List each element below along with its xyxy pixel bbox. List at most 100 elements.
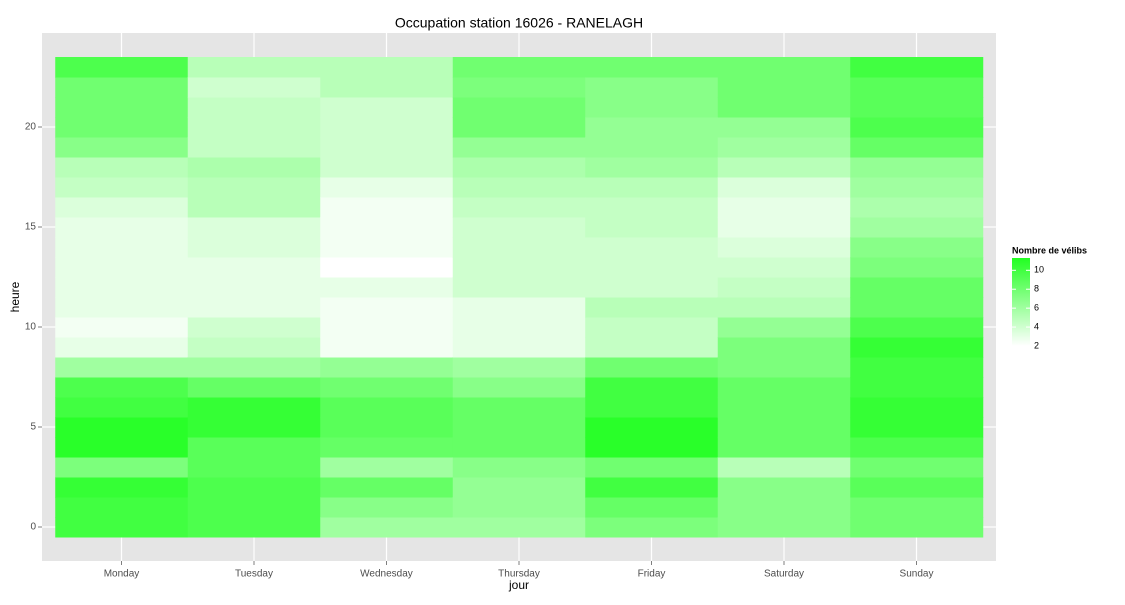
tile	[717, 357, 851, 378]
tile	[717, 417, 851, 438]
tile	[320, 77, 454, 98]
y-tick-label: 20	[25, 122, 37, 133]
tile	[850, 377, 984, 398]
tile	[850, 137, 984, 158]
tile	[320, 337, 454, 358]
tile	[850, 237, 984, 258]
tile	[717, 137, 851, 158]
tile	[850, 197, 984, 218]
tile	[452, 57, 586, 78]
tile	[850, 457, 984, 478]
tile	[55, 117, 189, 138]
tile	[585, 277, 719, 298]
tile	[717, 457, 851, 478]
tile	[55, 237, 189, 258]
tile	[55, 157, 189, 178]
tile	[187, 257, 321, 278]
tile	[452, 77, 586, 98]
tile	[320, 57, 454, 78]
x-axis-label: jour	[508, 578, 529, 592]
x-tick-label: Tuesday	[235, 569, 273, 580]
chart-title: Occupation station 16026 - RANELAGH	[395, 15, 643, 31]
tile	[320, 117, 454, 138]
tile	[320, 517, 454, 538]
tile	[452, 397, 586, 418]
legend-title: Nombre de vélibs	[1012, 245, 1087, 255]
tile	[850, 97, 984, 118]
tile	[585, 57, 719, 78]
x-tick-label: Saturday	[764, 569, 804, 580]
tile	[187, 277, 321, 298]
tile	[717, 157, 851, 178]
tile	[452, 137, 586, 158]
tile	[320, 277, 454, 298]
tile	[187, 437, 321, 458]
tile	[850, 57, 984, 78]
tile	[452, 97, 586, 118]
x-tick-label: Wednesday	[360, 569, 413, 580]
tile	[850, 217, 984, 238]
tile	[850, 77, 984, 98]
tile	[320, 457, 454, 478]
tile	[585, 257, 719, 278]
tile	[850, 357, 984, 378]
tile	[452, 117, 586, 138]
tile	[452, 377, 586, 398]
tile	[452, 277, 586, 298]
tile	[717, 517, 851, 538]
tile	[55, 317, 189, 338]
tile	[320, 217, 454, 238]
tile	[187, 77, 321, 98]
tile	[585, 157, 719, 178]
tile	[717, 297, 851, 318]
tile	[717, 317, 851, 338]
tile	[717, 277, 851, 298]
tile	[717, 337, 851, 358]
tile	[452, 497, 586, 518]
tile	[717, 57, 851, 78]
tile	[452, 297, 586, 318]
tile	[320, 197, 454, 218]
tile	[717, 257, 851, 278]
tile	[55, 357, 189, 378]
tile	[55, 397, 189, 418]
tile	[55, 517, 189, 538]
tile	[187, 97, 321, 118]
tile	[320, 97, 454, 118]
tile	[187, 397, 321, 418]
tile	[187, 457, 321, 478]
tile	[452, 417, 586, 438]
tile	[717, 497, 851, 518]
tile	[850, 437, 984, 458]
x-tick-label: Monday	[104, 569, 140, 580]
tile	[717, 77, 851, 98]
tile	[320, 157, 454, 178]
tile	[187, 357, 321, 378]
tile	[585, 397, 719, 418]
tile	[320, 177, 454, 198]
tile	[452, 517, 586, 538]
tile	[452, 257, 586, 278]
tile	[320, 497, 454, 518]
tile	[187, 317, 321, 338]
tile	[55, 297, 189, 318]
tile	[452, 197, 586, 218]
tile	[452, 317, 586, 338]
tile	[55, 337, 189, 358]
tile	[717, 217, 851, 238]
tile	[55, 417, 189, 438]
legend-tick-label: 10	[1034, 265, 1044, 275]
x-tick-label: Sunday	[900, 569, 934, 580]
tile	[187, 177, 321, 198]
tile	[55, 57, 189, 78]
tile	[187, 337, 321, 358]
tile	[585, 77, 719, 98]
tile	[717, 397, 851, 418]
legend-colorbar	[1012, 258, 1030, 346]
tile	[320, 317, 454, 338]
tile	[850, 397, 984, 418]
tile	[850, 337, 984, 358]
tile	[585, 197, 719, 218]
tile	[187, 117, 321, 138]
y-tick-label: 0	[30, 522, 36, 533]
